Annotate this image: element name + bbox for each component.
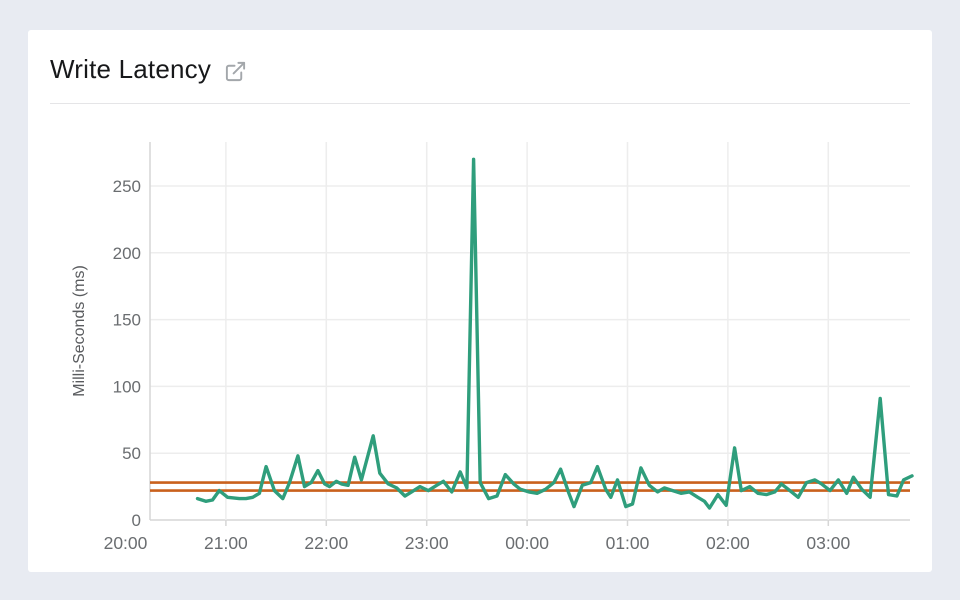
y-tick-label: 250 [113, 177, 141, 196]
card-header: Write Latency [50, 54, 910, 85]
x-tick-label: 21:00 [204, 533, 248, 553]
chart-title: Write Latency [50, 54, 212, 84]
x-tick-label: 20:00 [104, 533, 148, 553]
x-tick-label: 00:00 [505, 533, 549, 553]
y-tick-label: 0 [132, 511, 141, 530]
series-layer [195, 157, 914, 510]
header-divider [50, 103, 910, 104]
y-tick-label: 100 [113, 377, 141, 396]
grid-layer [149, 142, 910, 526]
latency-series-line [195, 157, 914, 510]
label-layer: 0 50 100 150 200 250 20:00 21:00 22:00 23:00 00:00… [104, 177, 851, 553]
y-axis-title: Milli-Seconds (ms) [71, 265, 88, 397]
x-tick-label: 01:00 [606, 533, 650, 553]
x-tick-label: 23:00 [405, 533, 449, 553]
y-tick-label: 200 [113, 244, 141, 263]
chart-card: Milli-Seconds (ms) 0 50 100 150 200 250 20:00 2… [28, 30, 932, 572]
x-tick-label: 02:00 [706, 533, 750, 553]
x-tick-label: 03:00 [806, 533, 850, 553]
chart-plot-area[interactable] [150, 142, 910, 520]
y-tick-label: 50 [122, 444, 141, 463]
latency-chart: Milli-Seconds (ms) 0 50 100 150 200 250 20:00 2… [71, 142, 914, 553]
y-tick-label: 150 [113, 311, 141, 330]
external-link-icon[interactable] [224, 60, 247, 83]
x-tick-label: 22:00 [304, 533, 348, 553]
